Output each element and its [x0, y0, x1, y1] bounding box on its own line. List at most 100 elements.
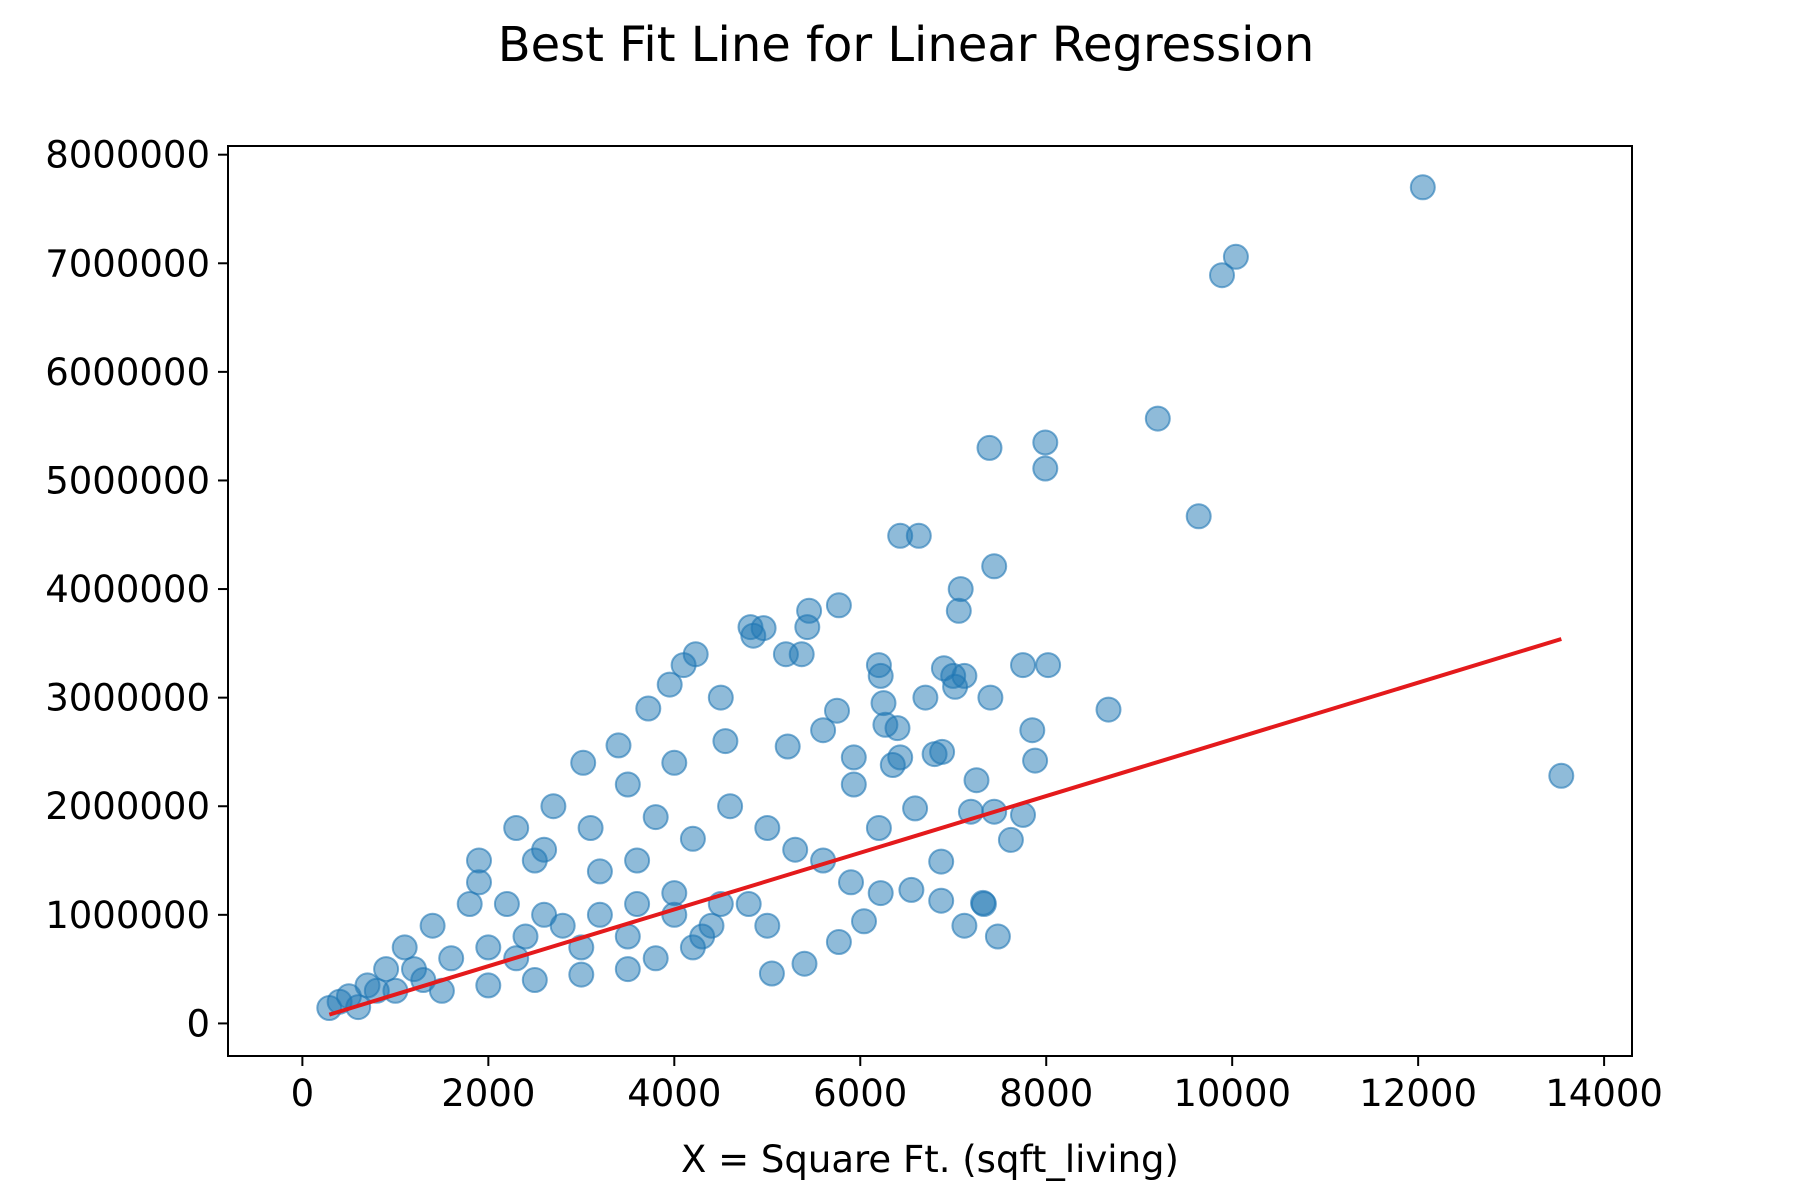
data-point	[942, 673, 969, 700]
plot-frame	[227, 145, 1633, 1057]
data-point	[577, 815, 604, 841]
data-point	[419, 912, 446, 939]
y-tick-label: 0	[186, 1002, 210, 1045]
y-tick-label: 7000000	[45, 242, 210, 285]
data-point	[586, 901, 613, 928]
x-axis: 0 2000 4000 6000 8000 10000 12000 14000	[291, 1056, 1663, 1115]
data-point	[865, 815, 892, 841]
data-point	[605, 732, 632, 759]
data-point	[456, 891, 483, 917]
data-point	[635, 695, 662, 722]
y-tick-label: 8000000	[45, 134, 210, 177]
data-point	[438, 945, 465, 972]
chart-title: Best Fit Line for Linear Regression	[498, 17, 1315, 73]
data-point	[1548, 762, 1575, 789]
data-point	[740, 622, 767, 649]
x-tick-label: 8000	[999, 1072, 1093, 1115]
data-point	[867, 880, 894, 907]
data-point	[921, 741, 948, 768]
y-axis: 0 1000000 2000000 3000000 4000000 5000000 6000…	[45, 134, 228, 1045]
data-point	[879, 752, 906, 778]
data-point	[570, 749, 597, 776]
x-tick-label: 4000	[627, 1072, 721, 1115]
data-point	[1032, 429, 1059, 456]
data-point	[838, 869, 864, 896]
data-point	[997, 826, 1024, 853]
data-point	[825, 592, 852, 619]
x-tick-label: 14000	[1545, 1072, 1663, 1115]
data-point	[902, 795, 929, 822]
data-point	[549, 912, 576, 939]
data-point	[984, 923, 1011, 950]
data-point	[735, 891, 762, 917]
x-tick-label: 6000	[813, 1072, 907, 1115]
data-point	[981, 553, 1008, 580]
data-point	[521, 967, 548, 993]
y-tick-label: 3000000	[45, 677, 210, 720]
data-point	[670, 652, 697, 679]
data-point	[963, 767, 990, 794]
x-tick-label: 10000	[1173, 1072, 1291, 1115]
data-point	[1222, 243, 1249, 270]
data-point	[391, 934, 418, 961]
data-point	[624, 847, 651, 874]
data-point	[782, 836, 809, 863]
data-point	[642, 945, 669, 972]
data-point	[851, 908, 877, 935]
data-point	[1185, 503, 1212, 530]
data-point	[825, 929, 852, 955]
data-point	[905, 522, 932, 549]
data-point	[712, 728, 739, 755]
data-point	[970, 891, 997, 917]
data-point	[840, 744, 867, 771]
data-point	[945, 597, 972, 624]
data-point	[898, 876, 925, 903]
data-point	[661, 880, 688, 907]
data-point	[531, 836, 558, 863]
y-tick-label: 6000000	[45, 351, 210, 394]
data-point	[1209, 262, 1235, 289]
y-tick-label: 1000000	[45, 894, 210, 937]
y-tick-label: 4000000	[45, 568, 210, 611]
data-point	[1022, 747, 1049, 774]
data-point	[373, 956, 400, 983]
data-point	[840, 771, 867, 798]
data-point	[707, 684, 734, 711]
y-tick-label: 5000000	[45, 459, 210, 502]
data-point	[614, 771, 641, 798]
data-point	[870, 690, 897, 717]
data-point	[977, 684, 1004, 711]
data-point	[912, 684, 939, 711]
data-point	[466, 869, 492, 896]
data-point	[976, 434, 1003, 461]
data-point	[754, 912, 781, 939]
data-point	[466, 847, 492, 874]
data-point	[884, 715, 911, 742]
fit-line-layer	[328, 637, 1562, 1017]
data-point	[503, 815, 530, 841]
data-point	[586, 858, 613, 885]
data-point	[624, 891, 651, 917]
points-layer	[316, 174, 1575, 1021]
data-point	[661, 749, 688, 776]
data-point	[754, 815, 781, 841]
data-point	[928, 848, 955, 875]
y-tick-label: 2000000	[45, 785, 210, 828]
x-tick-label: 12000	[1359, 1072, 1477, 1115]
data-point	[947, 576, 974, 603]
data-point	[774, 733, 801, 760]
data-point	[788, 641, 815, 668]
data-point	[758, 960, 785, 987]
data-point	[568, 961, 595, 988]
data-point	[475, 934, 502, 961]
data-point	[512, 923, 539, 950]
data-point	[1019, 717, 1046, 744]
data-point	[679, 825, 706, 852]
data-point	[614, 956, 641, 983]
data-point	[1010, 652, 1036, 679]
data-point	[928, 887, 955, 914]
data-point	[951, 912, 978, 939]
data-point	[689, 923, 716, 950]
data-point	[810, 717, 837, 744]
